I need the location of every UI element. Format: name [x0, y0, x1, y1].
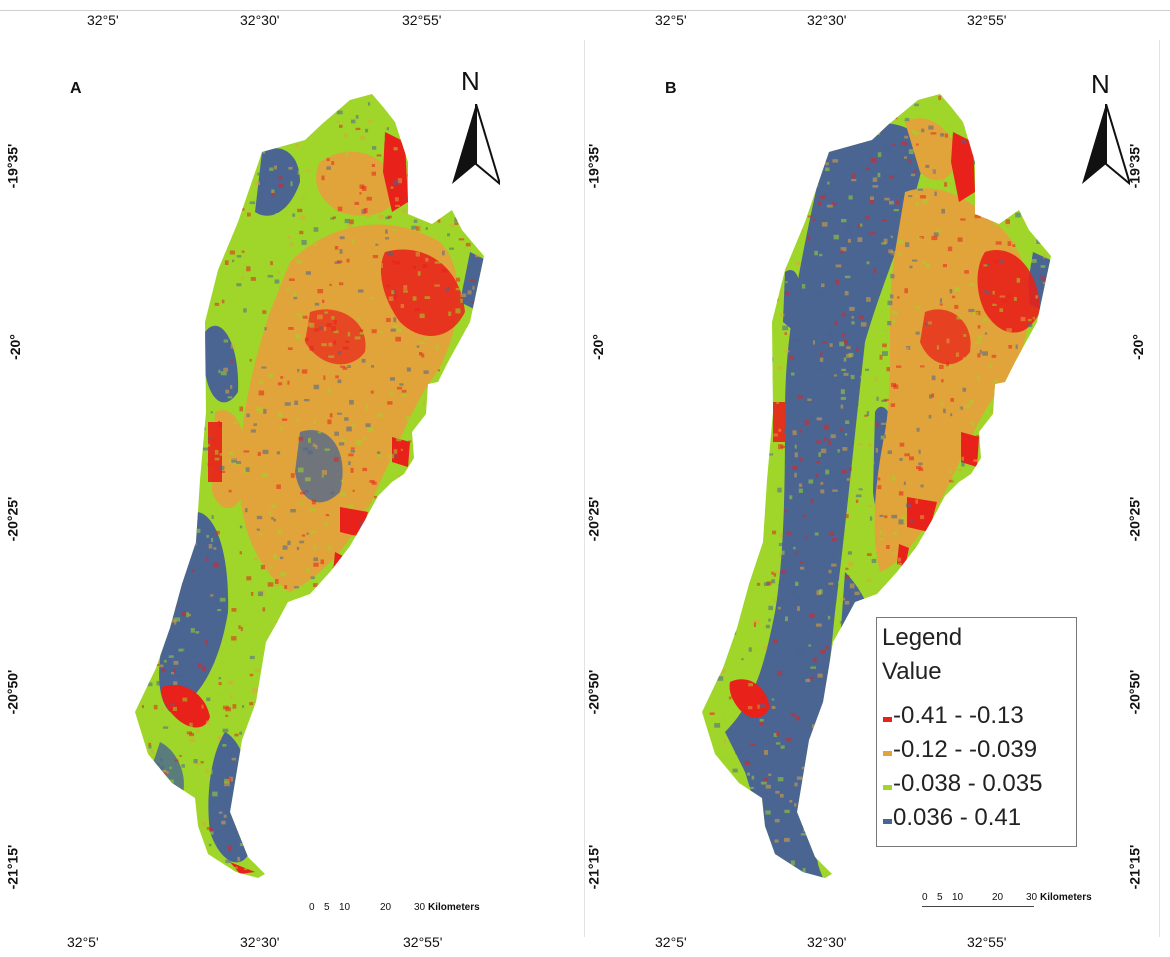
longitude-label-bottom: 32°55'	[967, 934, 1007, 950]
legend-item-label: 0.036 - 0.41	[893, 804, 1022, 831]
scale-unit: Kilometers	[428, 902, 480, 913]
legend-swatch	[883, 717, 892, 722]
legend-subtitle: Value	[882, 658, 942, 685]
legend-swatch	[883, 785, 892, 790]
longitude-label-top: 32°55'	[402, 12, 442, 28]
legend-swatch	[883, 751, 892, 756]
longitude-label-bottom: 32°30'	[240, 934, 280, 950]
scale-tick: 10	[339, 902, 351, 913]
longitude-label-top: 32°30'	[807, 12, 847, 28]
legend-title: Legend	[882, 624, 963, 651]
longitude-label-bottom: 32°5'	[67, 934, 99, 950]
longitude-label-bottom: 32°5'	[655, 934, 687, 950]
scale-tick: 0	[309, 902, 315, 913]
scale-tick: 5	[937, 892, 943, 903]
scale-tick: 30	[1026, 892, 1038, 903]
scale-tick: 10	[952, 892, 964, 903]
longitude-label-top: 32°5'	[655, 12, 687, 28]
north-arrow-icon	[1082, 104, 1130, 186]
longitude-label-top: 32°30'	[240, 12, 280, 28]
scale-tick: 30	[414, 902, 426, 913]
scale-tick: 20	[380, 902, 392, 913]
scale-tick: 5	[324, 902, 330, 913]
longitude-label-top: 32°55'	[967, 12, 1007, 28]
panel-label: B	[665, 80, 677, 97]
longitude-label-bottom: 32°55'	[403, 934, 443, 950]
longitude-label-top: 32°5'	[87, 12, 119, 28]
panel-frame	[1159, 40, 1160, 937]
legend-item-label: -0.41 - -0.13	[893, 702, 1024, 729]
scale-tick: 20	[992, 892, 1004, 903]
legend-item-label: -0.038 - 0.035	[893, 770, 1043, 797]
north-letter: N	[1091, 69, 1110, 99]
scale-unit: Kilometers	[1040, 892, 1092, 903]
north-arrow-icon	[452, 104, 500, 186]
map-panel-a: 32°5' 32°30' 32°55' 32°5' 32°30' 32°55' …	[0, 12, 585, 957]
top-divider	[0, 10, 1170, 11]
legend-item-label: -0.12 - -0.039	[893, 736, 1038, 763]
map-legend: Legend Value -0.41 - -0.13 -0.12 - -0.03…	[876, 617, 1077, 847]
panel-label: A	[70, 80, 82, 97]
longitude-label-bottom: 32°30'	[807, 934, 847, 950]
scale-tick: 0	[922, 892, 928, 903]
map-area-a	[135, 94, 484, 878]
panel-frame	[584, 40, 585, 937]
north-letter: N	[461, 66, 480, 96]
legend-swatch	[883, 819, 892, 824]
scale-bar-line	[922, 906, 1034, 907]
